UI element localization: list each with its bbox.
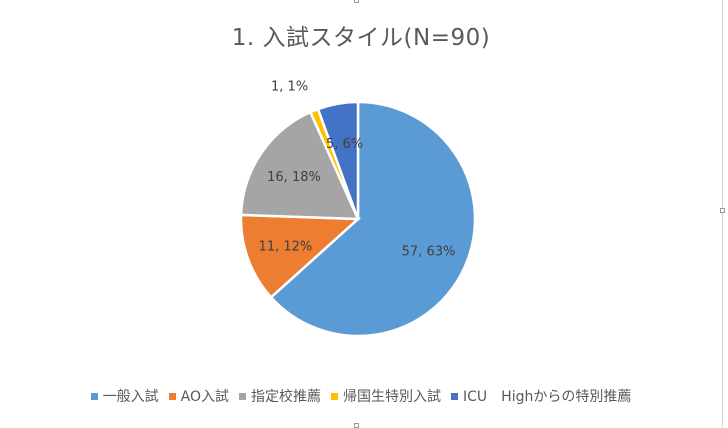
legend-label: 指定校推薦: [251, 389, 322, 405]
legend-item: ICU Highからの特別推薦: [451, 386, 631, 406]
chart-legend: 一般入試 AO入試 指定校推薦 帰国生特別入試 ICU Highからの特別推薦: [0, 386, 722, 406]
legend-swatch: [168, 392, 176, 400]
pie-slice[interactable]: [239, 213, 362, 300]
resize-handle-right[interactable]: [720, 208, 725, 213]
legend-item: AO入試: [168, 386, 230, 406]
pie-data-label: 11, 12%: [259, 239, 313, 254]
legend-swatch: [90, 392, 98, 400]
legend-item: 一般入試: [90, 386, 159, 406]
legend-label: 一般入試: [102, 389, 159, 405]
legend-item: 帰国生特別入試: [331, 386, 441, 406]
legend-item: 指定校推薦: [239, 386, 321, 406]
resize-handle-top[interactable]: [354, 0, 359, 3]
pie-slice[interactable]: [316, 100, 360, 220]
legend-swatch: [451, 392, 459, 400]
legend-swatch: [239, 392, 247, 400]
pie-data-label: 1, 1%: [271, 80, 308, 95]
legend-swatch: [331, 392, 339, 400]
pie-data-label: 57, 63%: [402, 244, 456, 259]
legend-label: 帰国生特別入試: [343, 389, 442, 405]
legend-label: ICU Highからの特別推薦: [463, 389, 632, 405]
chart-title: 1. 入試スタイル(N=90): [231, 25, 491, 51]
pie-slice[interactable]: [239, 110, 360, 221]
pie-slice[interactable]: [269, 100, 477, 338]
pie-data-label: 16, 18%: [267, 170, 321, 185]
legend-label: AO入試: [180, 389, 230, 405]
chart-frame-edge: [722, 0, 723, 427]
pie-data-label: 5, 6%: [326, 137, 363, 152]
